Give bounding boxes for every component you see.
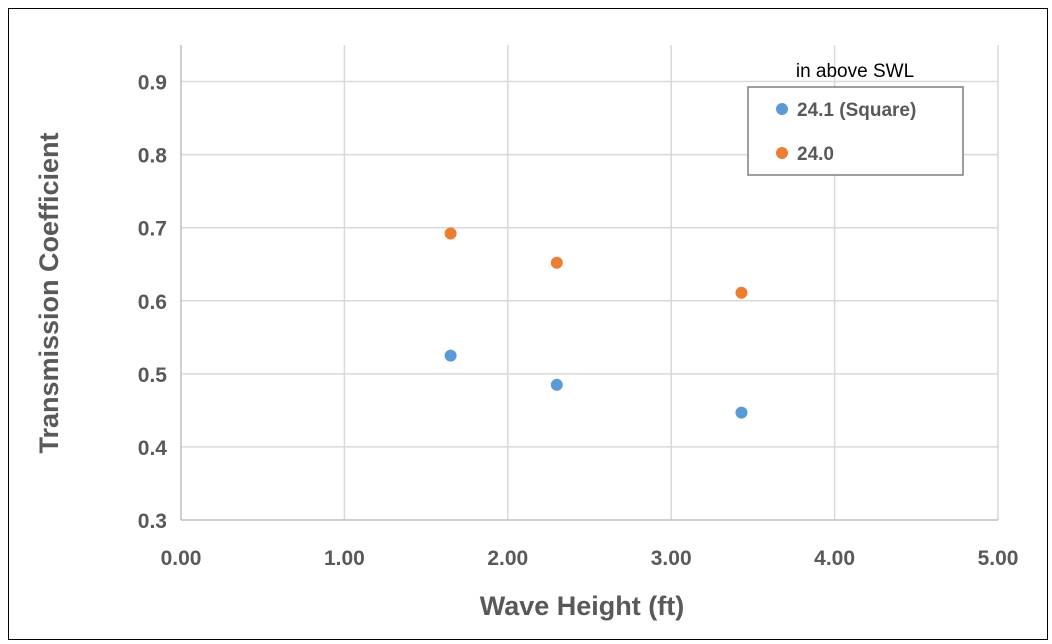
data-point-24-0 <box>444 227 457 240</box>
data-points <box>444 227 748 419</box>
legend-label-24-1-square: 24.1 (Square) <box>797 100 916 121</box>
data-point-24-0 <box>735 286 748 299</box>
legend-title: in above SWL <box>796 61 914 82</box>
legend-marker-24-1-square <box>776 103 788 115</box>
data-point-24-1-square <box>735 406 748 419</box>
data-point-24-0 <box>550 256 563 269</box>
tick-labels: 0.3 0.4 0.5 0.6 0.7 0.8 0.9 0.00 1.00 2.00 3.00 4.0… <box>138 72 1019 570</box>
y-axis-title: Transmission Coefficient <box>34 132 64 453</box>
x-tick-label: 5.00 <box>978 547 1019 570</box>
x-tick-label: 0.00 <box>161 547 202 570</box>
legend-box <box>747 86 964 176</box>
legend-label-24-0: 24.0 <box>797 144 834 165</box>
y-tick-label: 0.3 <box>138 510 167 533</box>
y-tick-label: 0.6 <box>138 291 167 314</box>
y-tick-label: 0.8 <box>138 145 168 168</box>
y-tick-label: 0.5 <box>138 364 168 387</box>
x-tick-label: 3.00 <box>651 547 692 570</box>
data-point-24-1-square <box>444 349 457 362</box>
axes <box>180 45 998 521</box>
y-tick-label: 0.4 <box>138 437 168 460</box>
x-tick-label: 2.00 <box>487 547 528 570</box>
legend: in above SWL 24.1 (Square) 24.0 <box>747 61 964 176</box>
x-axis-title: Wave Height (ft) <box>480 591 685 621</box>
x-tick-label: 1.00 <box>324 547 365 570</box>
y-tick-label: 0.9 <box>138 72 167 95</box>
legend-marker-24-0 <box>776 147 788 159</box>
data-point-24-1-square <box>550 378 563 391</box>
y-tick-label: 0.7 <box>138 218 167 241</box>
x-tick-label: 4.00 <box>814 547 855 570</box>
